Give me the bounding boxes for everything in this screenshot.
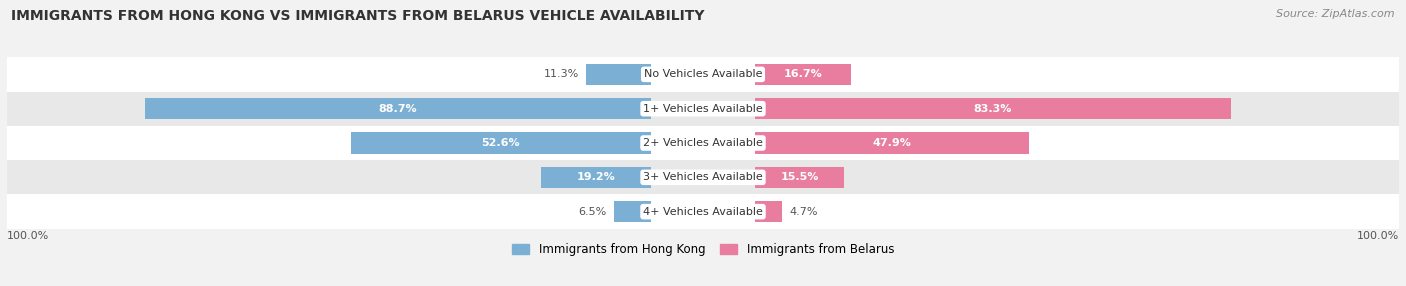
Text: 100.0%: 100.0% — [7, 231, 49, 241]
Text: 52.6%: 52.6% — [481, 138, 520, 148]
Text: 15.5%: 15.5% — [780, 172, 818, 182]
Text: Source: ZipAtlas.com: Source: ZipAtlas.com — [1277, 9, 1395, 19]
Text: 4.7%: 4.7% — [789, 207, 817, 217]
Bar — [755, 201, 782, 222]
Bar — [755, 64, 851, 85]
Bar — [541, 167, 651, 188]
Text: 83.3%: 83.3% — [974, 104, 1012, 114]
Bar — [145, 98, 651, 119]
Bar — [7, 194, 1399, 229]
Text: 2+ Vehicles Available: 2+ Vehicles Available — [643, 138, 763, 148]
Text: IMMIGRANTS FROM HONG KONG VS IMMIGRANTS FROM BELARUS VEHICLE AVAILABILITY: IMMIGRANTS FROM HONG KONG VS IMMIGRANTS … — [11, 9, 704, 23]
Bar — [755, 98, 1230, 119]
Text: 1+ Vehicles Available: 1+ Vehicles Available — [643, 104, 763, 114]
Bar — [613, 201, 651, 222]
Bar — [7, 160, 1399, 194]
Text: No Vehicles Available: No Vehicles Available — [644, 69, 762, 79]
Text: 88.7%: 88.7% — [378, 104, 418, 114]
Text: 100.0%: 100.0% — [1357, 231, 1399, 241]
Bar — [755, 132, 1029, 154]
Text: 11.3%: 11.3% — [544, 69, 579, 79]
Legend: Immigrants from Hong Kong, Immigrants from Belarus: Immigrants from Hong Kong, Immigrants fr… — [508, 238, 898, 261]
Text: 19.2%: 19.2% — [576, 172, 616, 182]
Bar — [7, 92, 1399, 126]
Text: 3+ Vehicles Available: 3+ Vehicles Available — [643, 172, 763, 182]
Bar — [7, 126, 1399, 160]
Text: 6.5%: 6.5% — [578, 207, 607, 217]
Bar — [755, 167, 844, 188]
Bar — [350, 132, 651, 154]
Text: 4+ Vehicles Available: 4+ Vehicles Available — [643, 207, 763, 217]
Bar — [586, 64, 651, 85]
Text: 16.7%: 16.7% — [783, 69, 823, 79]
Bar — [7, 57, 1399, 92]
Text: 47.9%: 47.9% — [873, 138, 911, 148]
